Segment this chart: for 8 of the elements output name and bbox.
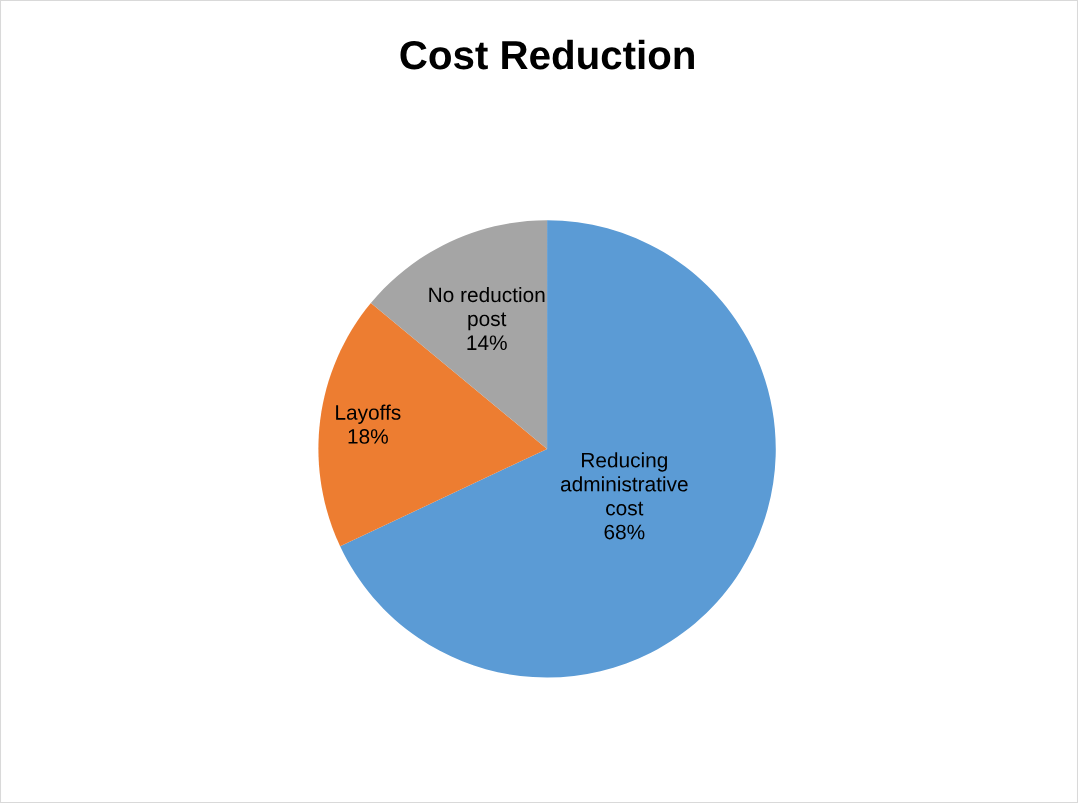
slice-label: Layoffs bbox=[336, 404, 401, 424]
data-label: 18% bbox=[348, 429, 388, 444]
data-label: 68% bbox=[604, 524, 645, 540]
chart-title: Cost Reduction bbox=[400, 39, 694, 70]
pie-slice bbox=[318, 303, 548, 547]
slice-label: Reducing administrative cost bbox=[560, 452, 688, 516]
slice-label: No reduction post bbox=[429, 286, 545, 331]
data-label: 14% bbox=[467, 335, 507, 351]
